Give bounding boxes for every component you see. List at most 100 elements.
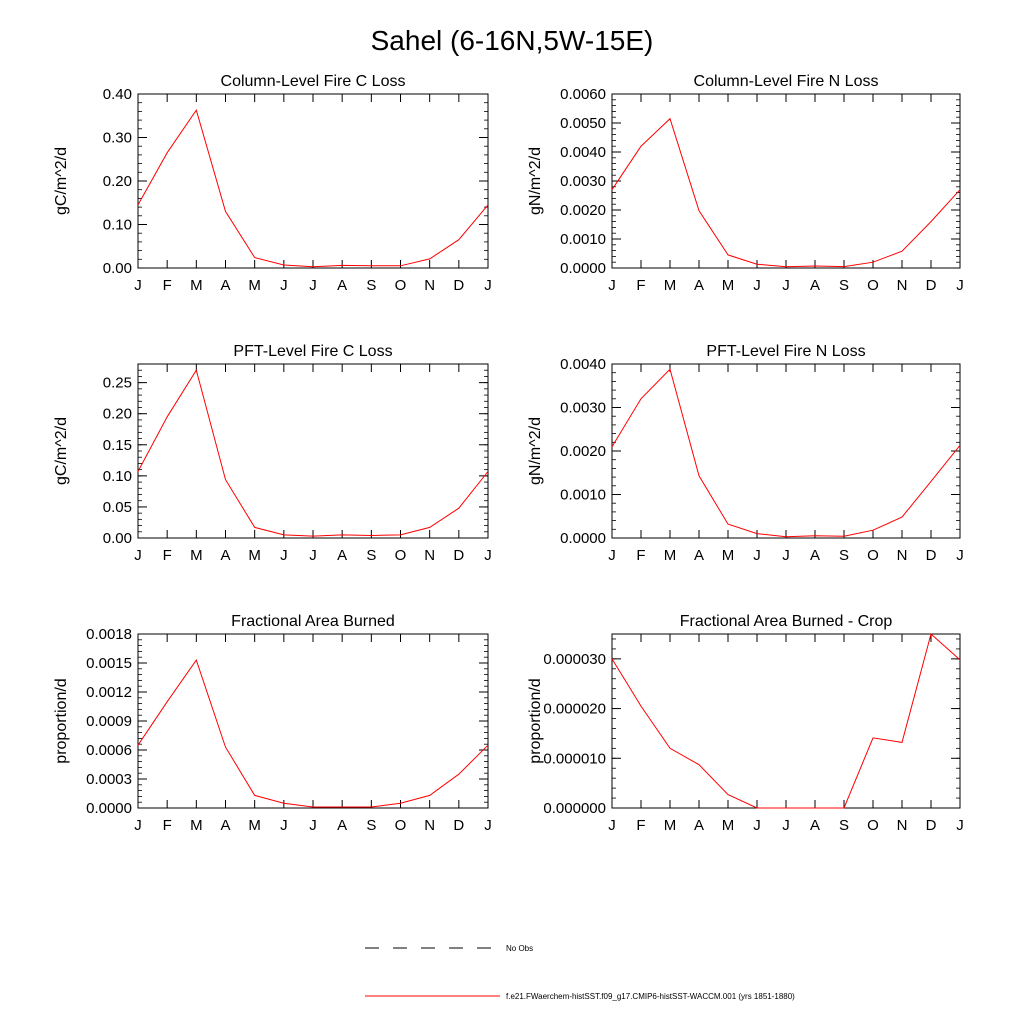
x-tick-label: N bbox=[897, 817, 908, 834]
x-tick-label: S bbox=[366, 817, 376, 834]
panel-title: Column-Level Fire C Loss bbox=[221, 73, 406, 90]
x-tick-label: J bbox=[608, 817, 616, 834]
x-tick-label: A bbox=[694, 547, 704, 564]
x-tick-label: O bbox=[867, 817, 879, 834]
y-tick-label: 0.0003 bbox=[86, 771, 132, 788]
x-tick-label: S bbox=[839, 277, 849, 294]
y-tick-label: 0.0050 bbox=[560, 115, 606, 132]
x-tick-label: M bbox=[248, 277, 261, 294]
x-tick-label: F bbox=[163, 547, 172, 564]
legend-obs-label: No Obs bbox=[506, 944, 533, 953]
x-tick-label: M bbox=[722, 547, 735, 564]
x-tick-label: J bbox=[608, 277, 616, 294]
figure-title: Sahel (6-16N,5W-15E) bbox=[371, 25, 654, 56]
x-tick-label: A bbox=[337, 817, 347, 834]
y-axis-label: proportion/d bbox=[527, 678, 544, 763]
legend-model-label: f.e21.FWaerchem-histSST.f09_g17.CMIP6-hi… bbox=[506, 992, 795, 1001]
y-tick-label: 0.0000 bbox=[86, 800, 132, 817]
x-tick-label: O bbox=[867, 547, 879, 564]
panel-title: Fractional Area Burned bbox=[231, 613, 395, 630]
x-tick-label: J bbox=[608, 547, 616, 564]
plot-frame bbox=[611, 363, 961, 539]
x-tick-label: D bbox=[926, 277, 937, 294]
y-tick-label: 0.0030 bbox=[560, 173, 606, 190]
legend: No Obs f.e21.FWaerchem-histSST.f09_g17.C… bbox=[365, 944, 795, 1001]
y-axis-label: proportion/d bbox=[53, 678, 70, 763]
y-tick-label: 0.0020 bbox=[560, 443, 606, 460]
y-tick-label: 0.0000 bbox=[560, 530, 606, 547]
x-tick-label: S bbox=[839, 817, 849, 834]
x-tick-label: J bbox=[484, 817, 492, 834]
y-axis-label: gN/m^2/d bbox=[527, 147, 544, 215]
x-tick-label: J bbox=[753, 277, 761, 294]
series-line bbox=[611, 117, 961, 268]
x-tick-label: D bbox=[453, 277, 464, 294]
x-tick-label: F bbox=[636, 547, 645, 564]
series-line bbox=[611, 368, 961, 538]
y-tick-label: 0.0010 bbox=[560, 231, 606, 248]
x-tick-label: J bbox=[753, 547, 761, 564]
x-tick-label: A bbox=[220, 547, 230, 564]
series-line bbox=[611, 633, 961, 809]
x-tick-label: M bbox=[248, 817, 261, 834]
x-tick-label: M bbox=[664, 547, 677, 564]
y-axis-label: gC/m^2/d bbox=[53, 417, 70, 485]
x-tick-label: A bbox=[810, 277, 820, 294]
x-tick-label: N bbox=[424, 277, 435, 294]
x-tick-label: D bbox=[453, 547, 464, 564]
x-tick-label: J bbox=[782, 547, 790, 564]
y-tick-label: 0.15 bbox=[103, 437, 132, 454]
x-tick-label: A bbox=[337, 277, 347, 294]
x-tick-label: J bbox=[753, 817, 761, 834]
y-tick-label: 0.0015 bbox=[86, 655, 132, 672]
x-tick-label: J bbox=[280, 547, 288, 564]
panel-6: Fractional Area Burned - Crop proportion/… bbox=[527, 613, 964, 834]
x-tick-label: J bbox=[782, 277, 790, 294]
x-tick-label: D bbox=[926, 547, 937, 564]
x-tick-label: J bbox=[956, 547, 964, 564]
y-tick-label: 0.10 bbox=[103, 468, 132, 485]
y-tick-label: 0.00 bbox=[103, 260, 132, 277]
x-tick-label: J bbox=[484, 277, 492, 294]
series-line bbox=[137, 108, 489, 268]
x-tick-label: N bbox=[424, 817, 435, 834]
x-tick-label: J bbox=[134, 547, 142, 564]
y-tick-label: 0.0000 bbox=[560, 260, 606, 277]
y-tick-label: 0.0018 bbox=[86, 626, 132, 643]
x-tick-label: A bbox=[694, 817, 704, 834]
x-tick-label: S bbox=[366, 277, 376, 294]
x-tick-label: F bbox=[636, 277, 645, 294]
x-tick-label: M bbox=[190, 277, 203, 294]
plot-frame bbox=[137, 363, 489, 539]
x-tick-label: F bbox=[636, 817, 645, 834]
y-tick-label: 0.0009 bbox=[86, 713, 132, 730]
y-tick-label: 0.20 bbox=[103, 173, 132, 190]
y-tick-label: 0.10 bbox=[103, 217, 132, 234]
y-tick-label: 0.000020 bbox=[543, 701, 606, 718]
y-tick-label: 0.20 bbox=[103, 406, 132, 423]
x-tick-label: O bbox=[867, 277, 879, 294]
panel-title: PFT-Level Fire N Loss bbox=[706, 343, 865, 360]
series-line bbox=[137, 368, 489, 537]
x-tick-label: J bbox=[309, 547, 317, 564]
y-tick-label: 0.30 bbox=[103, 130, 132, 147]
x-tick-label: N bbox=[897, 547, 908, 564]
x-tick-label: J bbox=[134, 817, 142, 834]
plot-frame bbox=[611, 93, 961, 269]
y-tick-label: 0.0010 bbox=[560, 487, 606, 504]
y-tick-label: 0.40 bbox=[103, 86, 132, 103]
x-tick-label: D bbox=[453, 817, 464, 834]
y-tick-label: 0.0040 bbox=[560, 144, 606, 161]
y-tick-label: 0.000010 bbox=[543, 750, 606, 767]
y-tick-label: 0.0012 bbox=[86, 684, 132, 701]
x-tick-label: J bbox=[782, 817, 790, 834]
x-tick-label: A bbox=[810, 817, 820, 834]
x-tick-label: A bbox=[220, 817, 230, 834]
x-tick-label: O bbox=[395, 817, 407, 834]
panel-title: Fractional Area Burned - Crop bbox=[680, 613, 893, 630]
